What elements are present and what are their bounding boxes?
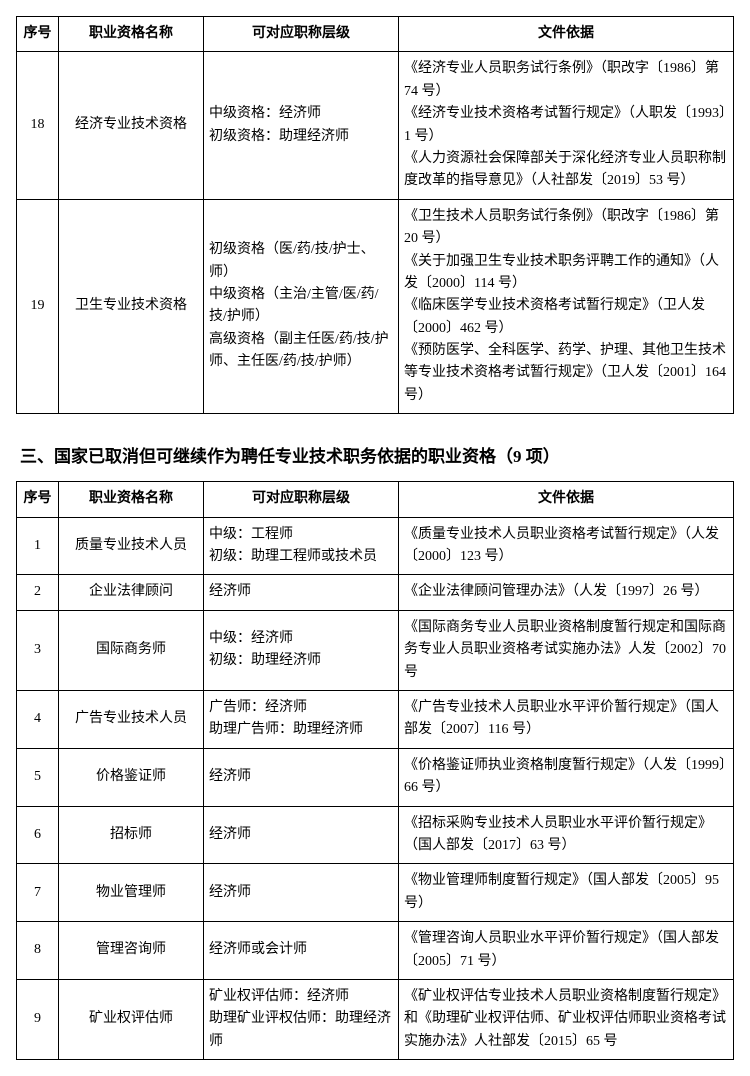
cell-name: 价格鉴证师: [59, 748, 204, 806]
cell-name: 广告专业技术人员: [59, 690, 204, 748]
cell-basis: 《广告专业技术人员职业水平评价暂行规定》（国人部发〔2007〕116 号）: [399, 690, 734, 748]
table-row: 6招标师经济师《招标采购专业技术人员职业水平评价暂行规定》（国人部发〔2017〕…: [17, 806, 734, 864]
header-name: 职业资格名称: [59, 17, 204, 52]
table-header-row: 序号 职业资格名称 可对应职称层级 文件依据: [17, 482, 734, 517]
cell-basis: 《招标采购专业技术人员职业水平评价暂行规定》（国人部发〔2017〕63 号）: [399, 806, 734, 864]
table-row: 18经济专业技术资格中级资格：经济师初级资格：助理经济师《经济专业人员职务试行条…: [17, 52, 734, 199]
table-row: 7物业管理师经济师《物业管理师制度暂行规定》（国人部发〔2005〕95 号）: [17, 864, 734, 922]
table-row: 4广告专业技术人员广告师：经济师助理广告师：助理经济师《广告专业技术人员职业水平…: [17, 690, 734, 748]
cell-name: 卫生专业技术资格: [59, 199, 204, 414]
table-row: 5价格鉴证师经济师《价格鉴证师执业资格制度暂行规定》（人发〔1999〕66 号）: [17, 748, 734, 806]
table-row: 1质量专业技术人员中级：工程师初级：助理工程师或技术员《质量专业技术人员职业资格…: [17, 517, 734, 575]
qualification-table-2: 序号 职业资格名称 可对应职称层级 文件依据 1质量专业技术人员中级：工程师初级…: [16, 481, 734, 1060]
header-name: 职业资格名称: [59, 482, 204, 517]
cell-basis: 《管理咨询人员职业水平评价暂行规定》（国人部发〔2005〕71 号）: [399, 922, 734, 980]
cell-name: 国际商务师: [59, 610, 204, 690]
cell-seq: 3: [17, 610, 59, 690]
cell-seq: 8: [17, 922, 59, 980]
cell-seq: 2: [17, 575, 59, 610]
cell-level: 经济师: [204, 806, 399, 864]
cell-seq: 19: [17, 199, 59, 414]
cell-level: 广告师：经济师助理广告师：助理经济师: [204, 690, 399, 748]
cell-name: 矿业权评估师: [59, 979, 204, 1059]
table2-body: 1质量专业技术人员中级：工程师初级：助理工程师或技术员《质量专业技术人员职业资格…: [17, 517, 734, 1059]
header-basis: 文件依据: [399, 482, 734, 517]
cell-name: 管理咨询师: [59, 922, 204, 980]
cell-name: 经济专业技术资格: [59, 52, 204, 199]
table1-body: 18经济专业技术资格中级资格：经济师初级资格：助理经济师《经济专业人员职务试行条…: [17, 52, 734, 414]
cell-seq: 5: [17, 748, 59, 806]
cell-level: 中级：经济师初级：助理经济师: [204, 610, 399, 690]
header-level: 可对应职称层级: [204, 17, 399, 52]
cell-level: 矿业权评估师：经济师助理矿业评权估师：助理经济师: [204, 979, 399, 1059]
table-row: 19卫生专业技术资格初级资格（医/药/技/护士、师）中级资格（主治/主管/医/药…: [17, 199, 734, 414]
cell-seq: 6: [17, 806, 59, 864]
table-row: 3国际商务师中级：经济师初级：助理经济师《国际商务专业人员职业资格制度暂行规定和…: [17, 610, 734, 690]
cell-name: 物业管理师: [59, 864, 204, 922]
cell-level: 经济师: [204, 864, 399, 922]
cell-basis: 《国际商务专业人员职业资格制度暂行规定和国际商务专业人员职业资格考试实施办法》人…: [399, 610, 734, 690]
header-seq: 序号: [17, 482, 59, 517]
cell-basis: 《企业法律顾问管理办法》（人发〔1997〕26 号）: [399, 575, 734, 610]
table-row: 2企业法律顾问经济师《企业法律顾问管理办法》（人发〔1997〕26 号）: [17, 575, 734, 610]
cell-level: 初级资格（医/药/技/护士、师）中级资格（主治/主管/医/药/技/护师）高级资格…: [204, 199, 399, 414]
cell-name: 质量专业技术人员: [59, 517, 204, 575]
header-level: 可对应职称层级: [204, 482, 399, 517]
cell-seq: 7: [17, 864, 59, 922]
cell-name: 招标师: [59, 806, 204, 864]
table-row: 9矿业权评估师矿业权评估师：经济师助理矿业评权估师：助理经济师《矿业权评估专业技…: [17, 979, 734, 1059]
cell-basis: 《质量专业技术人员职业资格考试暂行规定》（人发〔2000〕123 号）: [399, 517, 734, 575]
cell-level: 中级资格：经济师初级资格：助理经济师: [204, 52, 399, 199]
table-row: 8管理咨询师经济师或会计师《管理咨询人员职业水平评价暂行规定》（国人部发〔200…: [17, 922, 734, 980]
cell-basis: 《经济专业人员职务试行条例》（职改字〔1986〕第 74 号）《经济专业技术资格…: [399, 52, 734, 199]
cell-basis: 《卫生技术人员职务试行条例》（职改字〔1986〕第 20 号）《关于加强卫生专业…: [399, 199, 734, 414]
cell-level: 中级：工程师初级：助理工程师或技术员: [204, 517, 399, 575]
cell-seq: 1: [17, 517, 59, 575]
header-basis: 文件依据: [399, 17, 734, 52]
section-title: 三、国家已取消但可继续作为聘任专业技术职务依据的职业资格（9 项）: [16, 442, 734, 467]
cell-basis: 《价格鉴证师执业资格制度暂行规定》（人发〔1999〕66 号）: [399, 748, 734, 806]
cell-seq: 18: [17, 52, 59, 199]
cell-level: 经济师: [204, 575, 399, 610]
cell-level: 经济师或会计师: [204, 922, 399, 980]
header-seq: 序号: [17, 17, 59, 52]
table-header-row: 序号 职业资格名称 可对应职称层级 文件依据: [17, 17, 734, 52]
cell-basis: 《矿业权评估专业技术人员职业资格制度暂行规定》和《助理矿业权评估师、矿业权评估师…: [399, 979, 734, 1059]
cell-level: 经济师: [204, 748, 399, 806]
cell-basis: 《物业管理师制度暂行规定》（国人部发〔2005〕95 号）: [399, 864, 734, 922]
cell-seq: 4: [17, 690, 59, 748]
cell-seq: 9: [17, 979, 59, 1059]
cell-name: 企业法律顾问: [59, 575, 204, 610]
qualification-table-1: 序号 职业资格名称 可对应职称层级 文件依据 18经济专业技术资格中级资格：经济…: [16, 16, 734, 414]
